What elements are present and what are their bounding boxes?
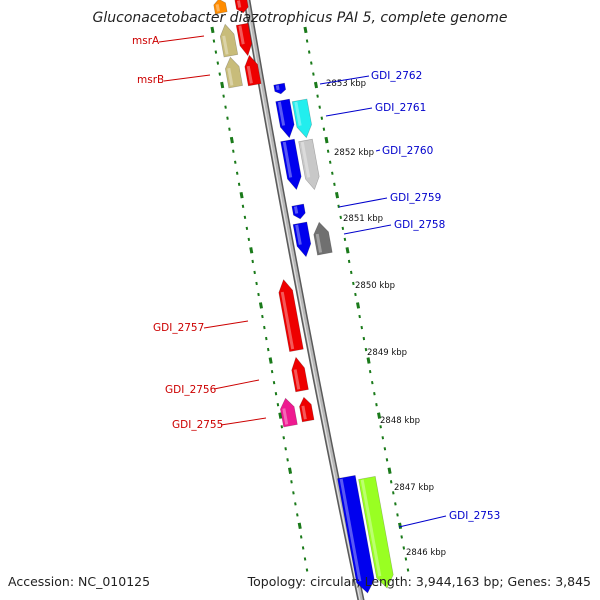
scale-tick-label: 2853 kbp — [326, 79, 366, 89]
gene-arrow-GDI_2761a[interactable] — [275, 98, 297, 139]
gene-arrow-GDI_2753a[interactable] — [337, 474, 377, 594]
gene-arrow-GDI_2762[interactable] — [273, 82, 287, 95]
gene-arrow-GDI_2757[interactable] — [277, 278, 304, 353]
gene-label-leader — [338, 197, 388, 208]
reverse-gene-label[interactable]: GDI_2756 — [165, 384, 217, 396]
gene-label-leader — [158, 35, 205, 43]
gene-arrow-orange[interactable] — [213, 0, 228, 15]
gene-label-leader — [343, 224, 392, 235]
gene-label-leader — [319, 75, 370, 85]
gene-arrow-GDI_2755b[interactable] — [298, 396, 315, 423]
scale-tick-label: 2848 kbp — [380, 416, 420, 426]
genome-summary-text: Topology: circular; Length: 3,944,163 bp… — [247, 574, 591, 589]
reverse-gene-label[interactable]: msrA — [132, 35, 160, 47]
gene-label-leader — [163, 74, 211, 82]
scale-tick-label: 2846 kbp — [406, 548, 446, 558]
gene-label-leader — [375, 149, 381, 152]
reverse-gene-label[interactable]: GDI_2755 — [172, 419, 223, 431]
gene-label-leader — [213, 379, 260, 390]
reverse-gene-label[interactable]: msrB — [137, 74, 164, 86]
scale-tick-label: 2851 kbp — [343, 214, 383, 224]
gene-label-leader — [220, 417, 267, 426]
gene-arrow-red-top[interactable] — [234, 0, 249, 14]
map-title: Gluconacetobacter diazotrophicus PAI 5, … — [92, 10, 508, 26]
gene-arrow-GDI_2755[interactable] — [279, 397, 298, 428]
forward-gene-label[interactable]: GDI_2758 — [394, 219, 445, 231]
forward-gene-label[interactable]: GDI_2762 — [371, 70, 422, 82]
gene-arrow-GDI_2756[interactable] — [290, 356, 309, 393]
gene-arrow-GDI_2760[interactable] — [298, 138, 322, 191]
gene-arrow-GDI_2753[interactable] — [358, 476, 396, 589]
forward-gene-label[interactable]: GDI_2759 — [390, 192, 441, 204]
forward-gene-label[interactable]: GDI_2753 — [449, 510, 500, 522]
accession-text: Accession: NC_010125 — [8, 574, 151, 589]
gene-arrow-GDI_2760a[interactable] — [280, 138, 304, 191]
scale-tick-label: 2850 kbp — [355, 281, 395, 291]
forward-gene-label[interactable]: GDI_2761 — [375, 102, 426, 114]
gene-label-leader — [325, 107, 373, 117]
scale-tick-label: 2849 kbp — [367, 348, 407, 358]
gene-arrow-GDI_2759[interactable] — [291, 203, 306, 220]
forward-gene-label[interactable]: GDI_2760 — [382, 145, 433, 157]
gene-arrow-GDI_2758a[interactable] — [292, 221, 313, 258]
reverse-gene-label[interactable]: GDI_2757 — [153, 322, 204, 334]
scale-tick-label: 2852 kbp — [334, 148, 374, 158]
gene-label-leader — [203, 320, 249, 329]
left-track-dots — [210, 26, 309, 572]
gene-arrow-msrB[interactable] — [223, 56, 243, 89]
gene-arrow-msrA-red[interactable] — [235, 22, 254, 57]
right-track-dots — [303, 26, 410, 572]
gene-arrow-msrB-red[interactable] — [243, 54, 262, 87]
gene-arrow-GDI_2761[interactable] — [291, 98, 314, 139]
gene-label-leader — [398, 515, 447, 528]
gene-arrow-GDI_2758[interactable] — [312, 221, 333, 256]
gene-arrow-msrA[interactable] — [218, 23, 239, 58]
scale-tick-label: 2847 kbp — [394, 483, 434, 493]
